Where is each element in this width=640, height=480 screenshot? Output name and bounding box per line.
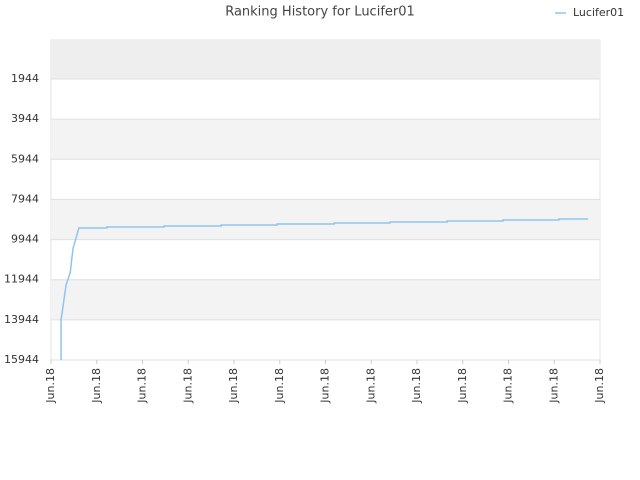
band [51, 40, 600, 79]
x-tick-label: Jun.18 [181, 368, 194, 404]
y-tick-label: 9944 [11, 233, 39, 246]
x-tick-label: Jun.18 [136, 368, 149, 404]
x-tick-label: Jun.18 [227, 368, 240, 404]
series-line [60, 218, 589, 360]
x-tick-label: Jun.18 [502, 368, 515, 404]
y-tick-label: 13944 [4, 313, 39, 326]
x-tick-label: Jun.18 [593, 368, 606, 404]
legend-label: Lucifer01 [573, 6, 624, 19]
x-tick-label: Jun.18 [456, 368, 469, 404]
x-tick-label: Jun.18 [547, 368, 560, 404]
x-tick-label: Jun.18 [273, 368, 286, 404]
y-tick-label: 15944 [4, 353, 39, 366]
y-tick-label: 3944 [11, 112, 39, 125]
y-tick-label: 11944 [4, 273, 39, 286]
x-tick-label: Jun.18 [90, 368, 103, 404]
chart-title: Ranking History for Lucifer01 [225, 5, 415, 20]
band [51, 119, 600, 160]
x-tick-label: Jun.18 [44, 368, 57, 404]
x-tick-label: Jun.18 [319, 368, 332, 404]
x-tick-label: Jun.18 [410, 368, 423, 404]
y-tick-label: 7944 [11, 192, 39, 205]
band [51, 279, 600, 320]
x-tick-label: Jun.18 [364, 368, 377, 404]
y-tick-label: 1944 [11, 72, 39, 85]
y-tick-label: 5944 [11, 152, 39, 165]
